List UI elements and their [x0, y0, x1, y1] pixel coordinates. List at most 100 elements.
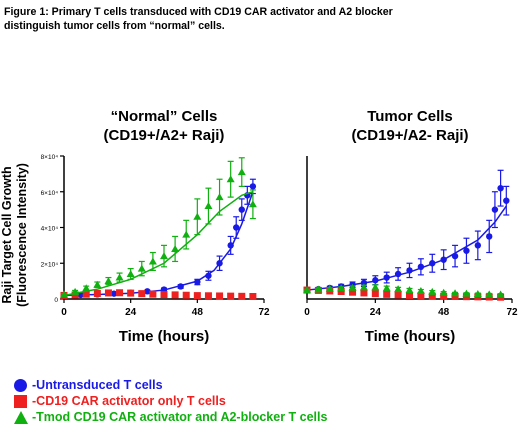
legend-label: -Tmod CD19 CAR activator and A2-blocker … [32, 410, 328, 424]
data-point [104, 289, 112, 297]
data-point [383, 290, 391, 298]
data-point [360, 279, 368, 287]
data-point [233, 224, 240, 231]
data-point [360, 289, 368, 297]
data-point [249, 292, 257, 300]
figure-charts: Raji Target Cell Growth (Fluorescence In… [0, 108, 518, 345]
x-axis-label: Time (hours) [365, 328, 456, 345]
data-point [382, 284, 391, 292]
data-point [82, 284, 91, 292]
data-point [429, 260, 436, 267]
data-point [303, 286, 311, 294]
x-tick-label: 0 [61, 307, 67, 318]
data-point [383, 274, 390, 281]
caption-line-1: Figure 1: Primary T cells transduced wit… [4, 6, 393, 18]
data-point [248, 200, 257, 208]
x-tick-label: 72 [506, 307, 518, 318]
fit-curve [306, 205, 507, 291]
data-point [394, 270, 402, 278]
data-point [496, 290, 505, 298]
data-point [440, 292, 448, 300]
x-tick-label: 24 [125, 307, 137, 318]
x-tick-label: 0 [304, 307, 310, 318]
y-tick-label: 0 [54, 297, 58, 304]
data-point [348, 283, 357, 291]
data-point [359, 283, 368, 291]
data-point [325, 284, 334, 292]
data-point [371, 283, 380, 291]
data-point [406, 267, 413, 274]
data-point [439, 288, 448, 296]
data-point [371, 290, 379, 298]
data-point [226, 175, 235, 183]
chart-tumor-cells: Tumor Cells (CD19+/A2- Raji) 0 24 48 72 Time (… [303, 108, 518, 345]
data-point [227, 242, 234, 249]
fit-curve [63, 191, 254, 297]
y-axis-label-line-2: (Fluorescence Intensity) [15, 163, 29, 307]
data-point [204, 202, 213, 210]
chart-title-line-1: “Normal” Cells [111, 108, 218, 125]
data-point [171, 291, 179, 299]
circle-marker-icon [14, 379, 27, 392]
data-point [463, 247, 470, 254]
data-point [440, 256, 447, 263]
data-point [405, 286, 414, 294]
data-point [337, 287, 345, 295]
data-point [428, 287, 437, 295]
x-tick-label: 48 [192, 307, 204, 318]
data-point [71, 291, 79, 299]
x-tick-label: 48 [438, 307, 450, 318]
data-point [485, 290, 494, 298]
legend-label: -CD19 CAR activator only T cells [32, 394, 226, 408]
data-point [137, 264, 146, 272]
data-point [177, 283, 184, 290]
chart-title-line-1: Tumor Cells [367, 108, 453, 125]
data-point [215, 193, 224, 201]
data-point [205, 272, 212, 279]
data-point [193, 212, 202, 220]
legend-label: -Untransduced T cells [32, 378, 163, 392]
chart-title-line-2: (CD19+/A2- Raji) [351, 127, 468, 144]
y-tick-label: 8×10⁴ [41, 154, 59, 161]
data-point [237, 168, 246, 176]
data-point [314, 285, 323, 293]
data-point [148, 257, 157, 265]
data-point [144, 288, 151, 295]
data-point [71, 287, 80, 295]
data-point [451, 289, 460, 297]
data-point [349, 288, 357, 296]
y-axis-label-line-1: Raji Target Cell Growth [0, 166, 14, 303]
data-point [93, 280, 102, 288]
data-point [115, 273, 124, 281]
data-point [249, 183, 257, 190]
data-point [104, 277, 113, 285]
data-point [503, 197, 510, 204]
data-point [394, 291, 402, 299]
data-point [337, 284, 346, 292]
data-point [126, 269, 135, 277]
data-point [474, 242, 482, 249]
data-point [417, 292, 425, 300]
data-point [110, 290, 118, 297]
data-point [116, 289, 124, 297]
data-point [462, 293, 470, 301]
data-point [491, 206, 499, 213]
data-point [193, 292, 201, 300]
data-point [394, 285, 403, 293]
data-point [127, 289, 135, 297]
data-point [417, 263, 425, 271]
data-point [227, 292, 235, 300]
triangle-marker-icon [14, 411, 28, 424]
data-point [160, 252, 168, 260]
data-point [82, 290, 90, 298]
y-tick-label: 4×10⁴ [41, 226, 59, 233]
data-point [204, 292, 212, 300]
data-point [149, 290, 157, 298]
data-point [238, 206, 245, 213]
data-point [60, 290, 68, 298]
x-tick-label: 72 [258, 307, 270, 318]
data-point [416, 286, 425, 294]
data-point [451, 292, 459, 300]
data-point [486, 233, 493, 240]
data-point [216, 260, 223, 267]
